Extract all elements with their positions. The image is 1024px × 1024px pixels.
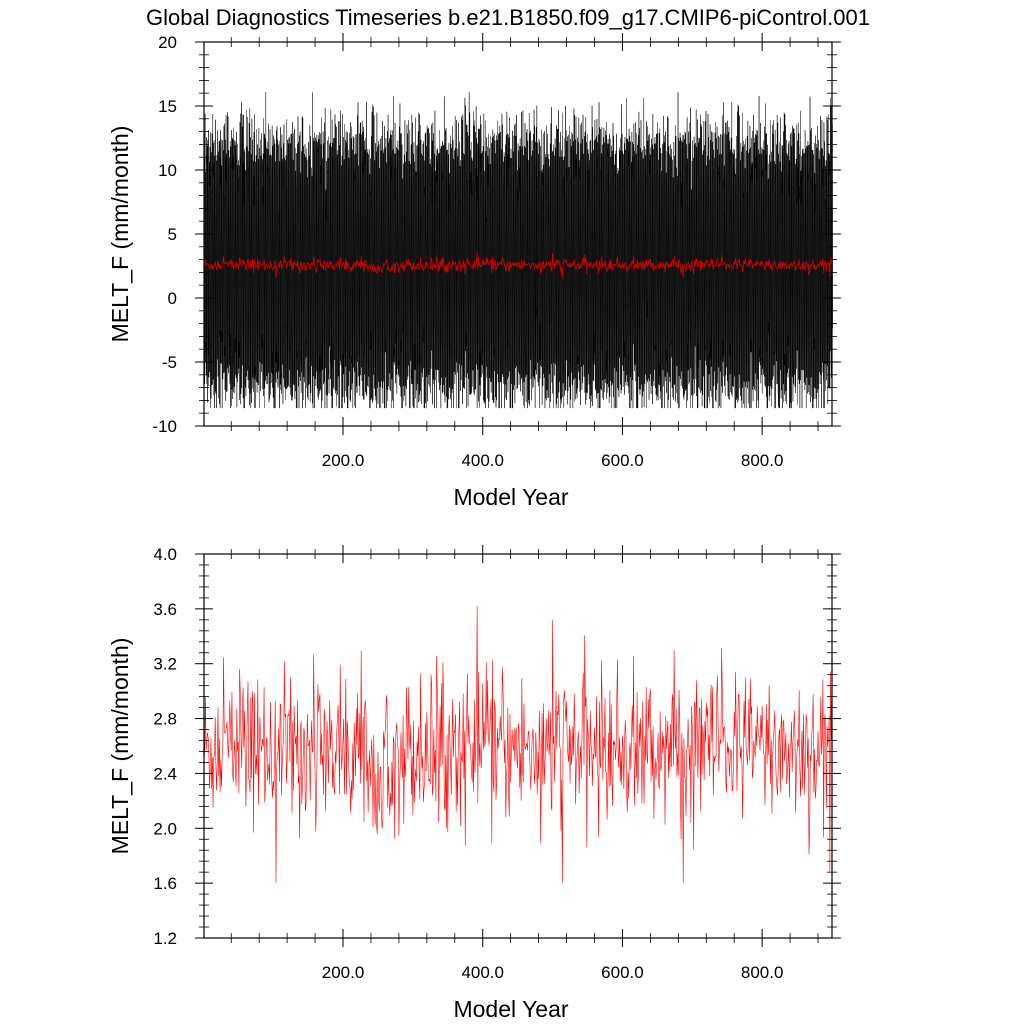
x-tick-label: 200.0	[322, 451, 365, 470]
y-tick-label: 20	[158, 33, 177, 52]
x-tick-label: 400.0	[461, 963, 504, 982]
x-tick-label: 600.0	[601, 963, 644, 982]
x-tick-label: 200.0	[322, 963, 365, 982]
y-tick-label: 2.0	[153, 819, 177, 838]
y-tick-label: 0	[168, 289, 177, 308]
top-y-axis-label: MELT_F (mm/month)	[107, 126, 133, 343]
top-ticks: -10 -5 0 5 10 15 20 200.0 400.0 600.0 800.0	[152, 33, 841, 470]
top-panel: -10 -5 0 5 10 15 20 200.0 400.0 600.0 800.0 Model …	[107, 33, 841, 510]
monthly-series-line	[203, 92, 833, 409]
bottom-x-axis-label: Model Year	[453, 996, 568, 1022]
y-tick-label: -5	[162, 353, 177, 372]
bottom-panel: 1.2 1.6 2.0 2.4 2.8 3.2 3.6 4.0 200.0 400.0 600.0 8…	[107, 545, 841, 1022]
annual-series-line	[203, 606, 833, 884]
bottom-series-group	[203, 606, 833, 884]
top-x-axis-label: Model Year	[453, 484, 568, 510]
bottom-ticks: 1.2 1.6 2.0 2.4 2.8 3.2 3.6 4.0 200.0 400.0 600.0 8…	[153, 545, 841, 982]
x-tick-label: 800.0	[741, 963, 784, 982]
y-tick-label: 10	[158, 161, 177, 180]
annual-series-line	[203, 251, 833, 278]
y-tick-label: 5	[168, 225, 177, 244]
y-tick-label: 3.6	[153, 600, 177, 619]
figure-title: Global Diagnostics Timeseries b.e21.B185…	[146, 5, 870, 30]
y-tick-label: 2.4	[153, 764, 177, 783]
top-series-group	[203, 92, 833, 409]
y-tick-label: 2.8	[153, 710, 177, 729]
x-tick-label: 800.0	[741, 451, 784, 470]
y-tick-label: 4.0	[153, 545, 177, 564]
x-tick-label: 600.0	[601, 451, 644, 470]
y-tick-label: 15	[158, 97, 177, 116]
y-tick-label: 1.2	[153, 929, 177, 948]
bottom-y-axis-label: MELT_F (mm/month)	[107, 638, 133, 855]
x-tick-label: 400.0	[461, 451, 504, 470]
y-tick-label: -10	[152, 417, 177, 436]
y-tick-label: 1.6	[153, 874, 177, 893]
bottom-plot-frame	[203, 553, 833, 939]
y-tick-label: 3.2	[153, 655, 177, 674]
